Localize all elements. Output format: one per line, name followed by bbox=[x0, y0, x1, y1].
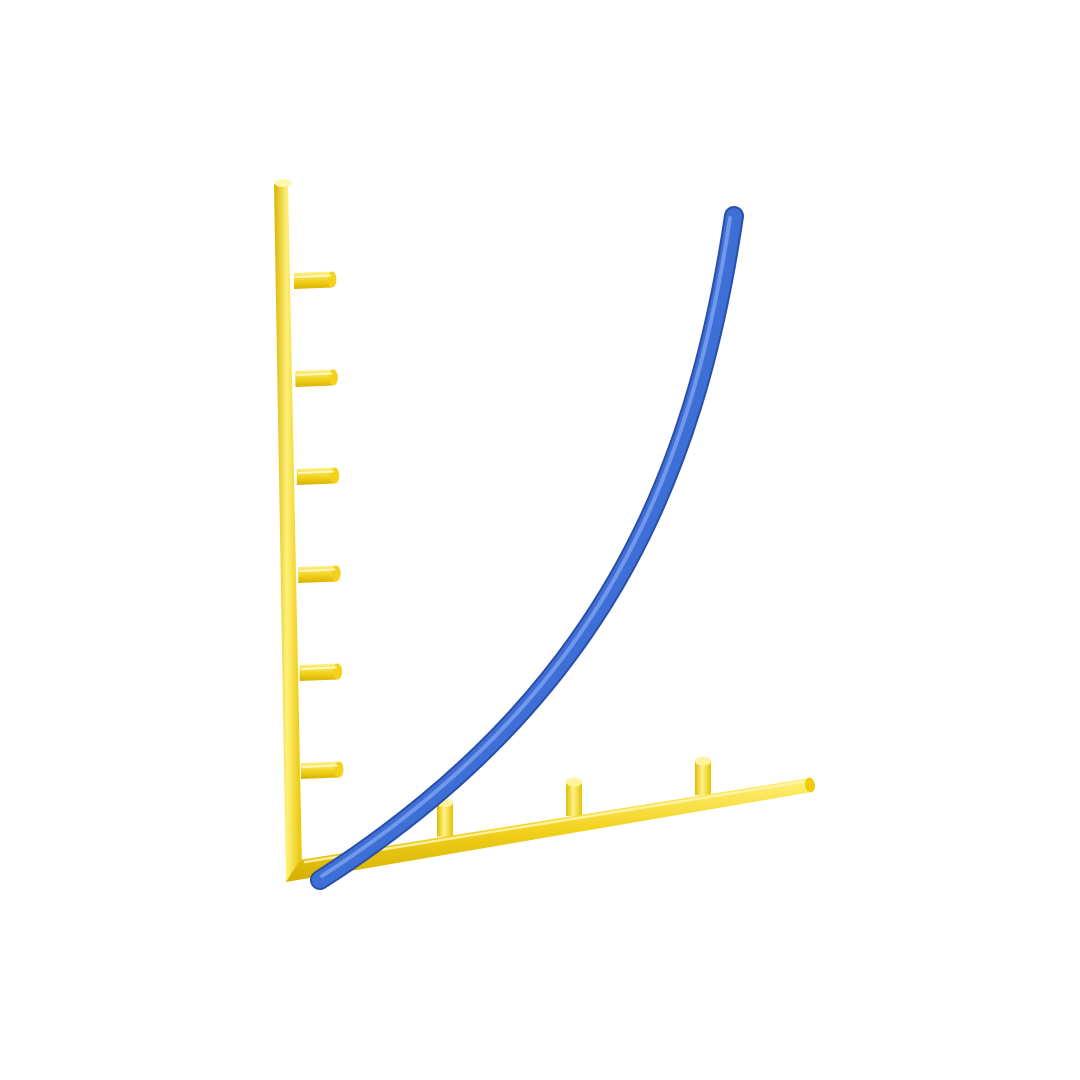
x-axis-highlight bbox=[303, 779, 810, 864]
y-axis-tick bbox=[299, 663, 343, 681]
growth-curve bbox=[310, 206, 744, 890]
chart-axes bbox=[274, 179, 816, 882]
x-axis-cap bbox=[804, 777, 816, 793]
y-axis-tick bbox=[298, 565, 341, 583]
y-axis-tick bbox=[294, 271, 337, 289]
x-axis-tick bbox=[566, 777, 582, 816]
y-axis-bar bbox=[274, 184, 302, 882]
x-axis-bar bbox=[286, 778, 812, 882]
y-axis-ticks bbox=[294, 271, 344, 779]
x-axis-tick bbox=[695, 756, 711, 796]
y-axis-tick bbox=[296, 467, 340, 485]
y-axis-tick bbox=[301, 761, 344, 779]
y-axis-cap bbox=[274, 179, 292, 187]
y-axis-tick bbox=[295, 369, 338, 387]
